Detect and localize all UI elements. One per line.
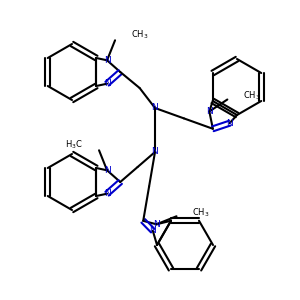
Text: N: N — [152, 148, 158, 157]
Text: N: N — [152, 103, 158, 112]
Text: N: N — [104, 56, 110, 65]
Text: N: N — [104, 189, 110, 198]
Text: H$_3$C: H$_3$C — [65, 138, 83, 151]
Text: CH$_3$: CH$_3$ — [131, 28, 148, 40]
Text: CH$_3$: CH$_3$ — [243, 89, 261, 102]
Text: CH$_3$: CH$_3$ — [193, 206, 210, 218]
Text: N: N — [226, 119, 233, 128]
Text: N: N — [149, 226, 156, 235]
Text: N: N — [104, 79, 110, 88]
Text: N: N — [206, 107, 213, 116]
Text: N: N — [104, 166, 110, 175]
Text: N: N — [153, 220, 160, 229]
